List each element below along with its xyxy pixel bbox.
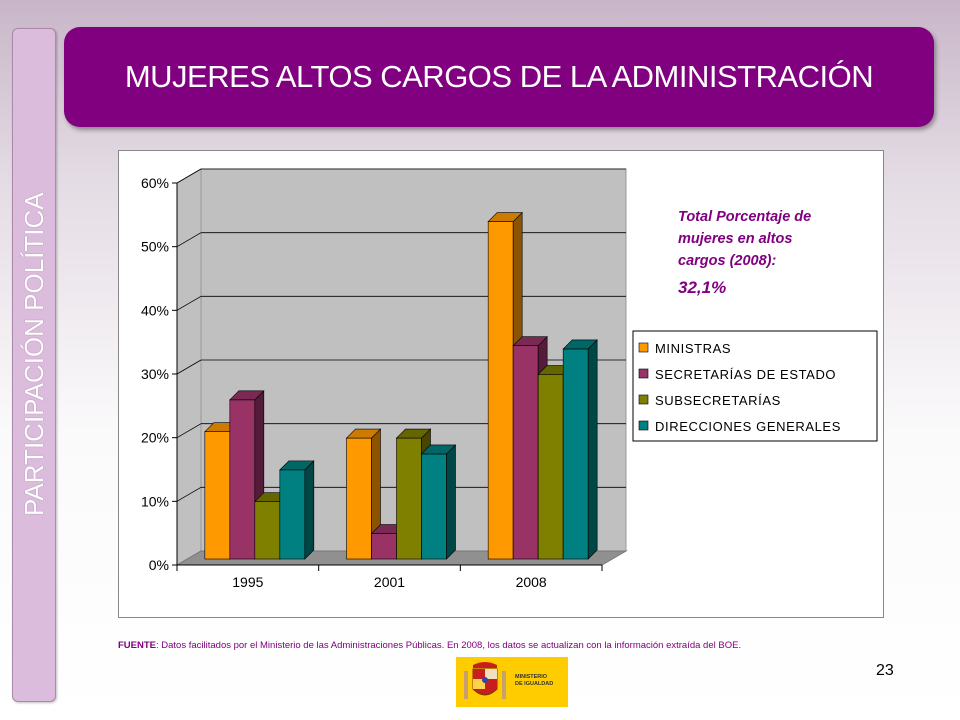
bar-front [346,437,372,560]
logo-line-2: DE IGUALDAD [515,681,554,687]
legend-label: DIRECCIONES GENERALES [655,419,841,434]
bar-top [562,339,598,350]
legend-label: SECRETARÍAS DE ESTADO [655,367,836,382]
sidebar-panel: PARTICIPACIÓN POLÍTICA [12,28,56,702]
page-number: 23 [876,662,894,679]
annotation-value: 32,1% [678,278,726,297]
bar-side [304,460,315,560]
bars [204,211,598,560]
bar-front [421,453,447,560]
bar-front [396,437,422,560]
bar-chart: 0% 10% 20% 30% 40% 50% 60% 1995 2001 2008 MINIST… [141,168,878,590]
y-tick-labels: 0% 10% 20% 30% 40% 50% 60% [141,175,169,573]
y-tick-label: 50% [141,239,169,255]
grid-line-side [176,168,202,184]
bar-front [204,431,231,560]
legend-swatch [638,394,649,405]
legend-swatch [638,342,649,353]
x-tick-label: 2001 [374,574,405,590]
source-note: FUENTE: Datos facilitados por el Ministe… [118,640,938,651]
logo-line-1: MINISTERIO [515,674,548,680]
annotation-line-1: Total Porcentaje de [678,209,811,225]
source-text: : Datos facilitados por el Ministerio de… [156,640,742,651]
bar-side [446,444,456,560]
legend: MINISTRAS SECRETARÍAS DE ESTADO SUBSECRETA… [632,330,878,442]
bar-front [279,469,306,560]
sidebar-label: PARTICIPACIÓN POLÍTICA [19,192,49,516]
bar-top [229,390,265,401]
y-tick-label: 10% [141,493,169,509]
grid-line-side [176,232,202,248]
x-tick-label: 1995 [232,574,263,590]
bar-1995-3 [279,460,315,560]
bar-front [512,345,539,560]
page-title: MUJERES ALTOS CARGOS DE LA ADMINISTRACIÓ… [124,59,874,94]
bar-top [345,428,382,439]
legend-label: SUBSECRETARÍAS [655,393,781,408]
y-tick-label: 0% [149,557,169,573]
bar-2001-3 [420,444,457,560]
chart-area: 0% 10% 20% 30% 40% 50% 60% 1995 2001 2008 MINIST… [118,150,884,618]
annotation-line-3: cargos (2008): [678,253,776,269]
bar-top [279,460,315,471]
bar-front [229,399,256,560]
bar-top [487,212,523,222]
legend-swatch [638,368,649,379]
bar-front [537,374,564,560]
ministry-logo: MINISTERIO DE IGUALDAD [456,657,568,707]
y-tick-label: 60% [141,175,169,191]
grid-line-side [176,359,202,375]
grid-line-side [176,486,202,502]
title-banner: MUJERES ALTOS CARGOS DE LA ADMINISTRACIÓ… [64,27,934,127]
bar-front [371,533,397,560]
bar-2008-3 [562,339,598,560]
legend-box [632,330,878,442]
annotation-line-2: mujeres en altos [678,231,792,247]
grid-line-side [176,423,202,439]
bar-top [512,336,548,347]
grid-line-side [176,295,202,311]
bar-side [587,339,598,560]
legend-swatch [638,420,649,431]
x-tick-label: 2008 [516,574,547,590]
bar-front [562,348,589,560]
legend-label: MINISTRAS [655,341,731,356]
bar-front [254,501,281,560]
source-label: FUENTE [118,640,156,651]
y-tick-label: 40% [141,302,169,318]
axes [172,182,603,571]
x-tick-labels: 1995 2001 2008 [232,574,547,590]
coat-of-arms-icon [460,661,510,703]
bar-top [420,444,457,455]
bar-front [487,221,514,560]
bar-top [395,428,432,439]
y-tick-label: 30% [141,366,169,382]
y-tick-label: 20% [141,430,169,446]
